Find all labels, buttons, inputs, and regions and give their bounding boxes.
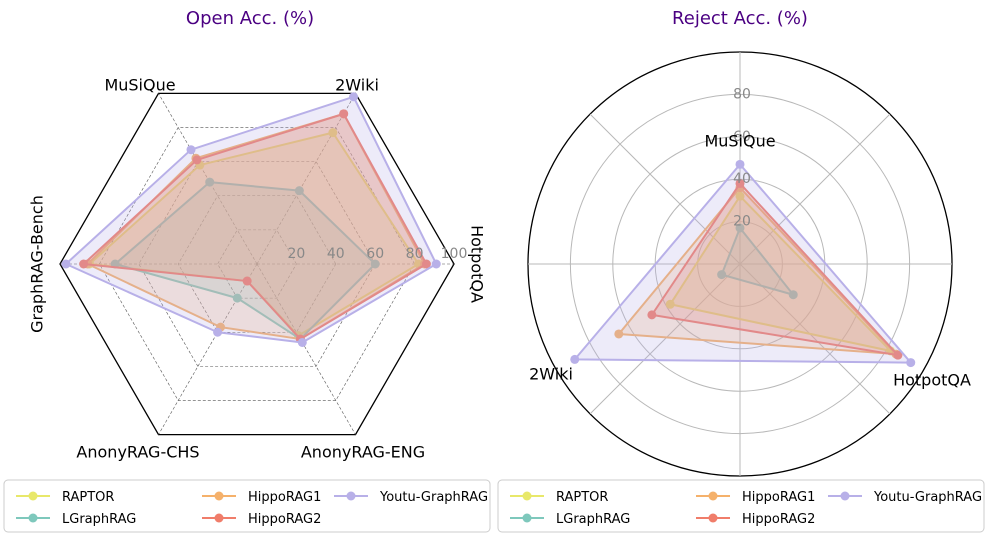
point-hipporag1-2wiki [614,329,624,339]
legend-marker [708,491,718,501]
legend-label-hipporag1: HippoRAG1 [742,490,815,505]
grid-ring [177,195,337,333]
point-youtu-graphrag-2wiki [349,92,359,102]
reject-acc-legend: RAPTOR HippoRAG1 Youtu-GraphRAG LGraphRAG Hi… [497,479,985,533]
point-hipporag2-graphrag-bench [79,259,89,269]
grid-spoke [256,93,356,265]
point-raptor-musique [735,191,745,201]
axis-label-2wiki: 2Wiki [529,365,573,384]
grid-spoke [739,263,891,415]
legend-marker [28,491,38,501]
legend-label-raptor: RAPTOR [62,490,114,505]
tick-label: 40 [733,171,751,187]
point-youtu-graphrag-graphrag-bench [61,259,71,269]
legend-label-youtu-graphrag: Youtu-GraphRAG [379,490,488,505]
tick-label: 40 [327,246,345,262]
chart-title: Open Acc. (%) [186,8,314,29]
open-acc-radar: Open Acc. (%) 20 40 60 80 100 HotpotQA 2Wiki MuS… [28,8,487,462]
legend-label-hipporag2: HippoRAG2 [742,512,815,527]
series-area-hipporag2 [650,182,899,357]
tick-label: 100 [441,246,468,262]
series-area-youtu-graphrag [573,163,912,364]
legend-marker [708,513,718,523]
legend-label-raptor: RAPTOR [556,490,608,505]
tick-label: 60 [733,129,751,145]
legend-label-youtu-graphrag: Youtu-GraphRAG [873,490,982,505]
axis-label-anonyrag-chs: AnonyRAG-CHS [76,443,199,462]
legend-label-hipporag2: HippoRAG2 [248,512,321,527]
point-hipporag2-hotpotqa [893,350,903,360]
legend-box [3,479,491,533]
series-area-youtu-graphrag [64,95,438,344]
axis-label-graphrag-bench: GraphRAG-Bench [28,195,47,333]
axis-label-hotpotqa: HotpotQA [468,225,487,303]
open-acc-legend: RAPTOR HippoRAG1 Youtu-GraphRAG LGraphRAG Hi… [3,479,491,533]
reject-acc-radar: Reject Acc. (%) 20 40 60 80 MuSiQue 2Wiki Hotpo… [527,8,971,477]
point-lgraphrag-2wiki [717,270,727,280]
point-hipporag2-2wiki [647,310,657,320]
grid-spoke [158,93,258,265]
point-lgraphrag-hotpotqa [370,259,380,269]
point-lgraphrag-anonyrag-chs [232,293,242,303]
point-youtu-graphrag-anonyrag-eng [297,337,307,347]
point-youtu-graphrag-musique [186,145,196,155]
legend-marker [214,491,224,501]
tick-label: 80 [406,246,424,262]
point-lgraphrag-musique [205,177,215,187]
point-raptor-2wiki [665,299,675,309]
point-raptor-2wiki [328,128,338,138]
tick-label: 60 [366,246,384,262]
grid-spoke [589,113,741,265]
point-hipporag2-musique [735,178,745,188]
grid-spoke [739,113,891,265]
grid-spoke [256,263,356,435]
point-hipporag2-2wiki [339,109,349,119]
point-youtu-graphrag-2wiki [570,354,580,364]
point-lgraphrag-hotpotqa [788,290,798,300]
point-youtu-graphrag-anonyrag-chs [213,327,223,337]
axis-label-anonyrag-eng: AnonyRAG-ENG [301,443,425,462]
tick-label: 20 [733,214,751,230]
tick-label: 20 [287,246,305,262]
point-youtu-graphrag-hotpotqa [431,259,441,269]
series-area-hipporag1 [617,186,898,356]
axis-label-musique: MuSiQue [104,76,175,95]
grid-spoke [158,263,258,435]
series-area-lgraphrag [720,226,795,296]
point-youtu-graphrag-musique [735,159,745,169]
tick-label: 80 [733,86,751,102]
legend-label-lgraphrag: LGraphRAG [62,512,136,527]
legend-marker [346,491,356,501]
legend-box [497,479,985,533]
point-lgraphrag-musique [735,223,745,233]
legend-label-hipporag1: HippoRAG1 [248,490,321,505]
legend-marker [28,513,38,523]
point-hipporag2-musique [192,155,202,165]
point-hipporag2-anonyrag-chs [242,276,252,286]
chart-title: Reject Acc. (%) [672,8,808,29]
point-lgraphrag-2wiki [294,186,304,196]
grid-ring [138,161,376,367]
grid-ring [217,229,297,299]
legend-marker [522,513,532,523]
legend-label-lgraphrag: LGraphRAG [556,512,630,527]
point-youtu-graphrag-hotpotqa [906,358,916,368]
legend-marker [522,491,532,501]
point-hipporag2-hotpotqa [421,259,431,269]
series-area-raptor [669,195,892,352]
axis-label-musique: MuSiQue [704,132,775,151]
grid-spoke [589,263,741,415]
legend-marker [840,491,850,501]
axis-label-hotpotqa: HotpotQA [893,371,971,390]
legend-marker [214,513,224,523]
axis-label-2wiki: 2Wiki [335,76,379,95]
